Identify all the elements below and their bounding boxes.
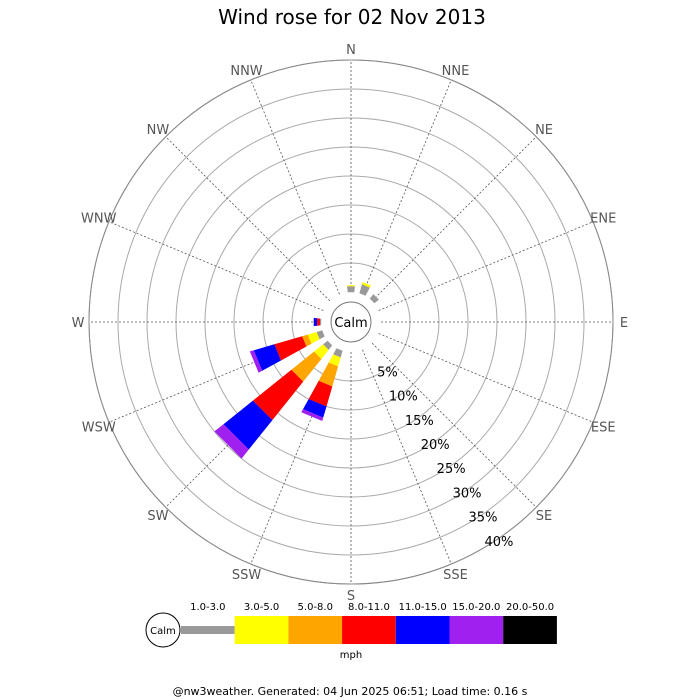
- direction-label-sse: SSE: [443, 568, 468, 583]
- legend-swatch-3: [342, 616, 396, 644]
- direction-label-se: SE: [536, 509, 552, 524]
- grid-spoke: [165, 136, 331, 302]
- ring-label: 25%: [437, 462, 466, 477]
- grid-spoke: [362, 349, 452, 565]
- legend-swatch-5: [449, 616, 504, 644]
- direction-label-ese: ESE: [591, 420, 616, 435]
- petal-nne-bin-0: [359, 284, 370, 296]
- legend-swatch-1: [234, 616, 289, 644]
- petal-w-bin-4: [313, 317, 318, 327]
- ring-label: 15%: [405, 414, 434, 429]
- petal-w-bin-0: [320, 318, 322, 326]
- legend-label-6: 20.0-50.0: [506, 602, 554, 613]
- calm-circle: [330, 301, 372, 343]
- petal-sw-bin-1: [314, 344, 329, 359]
- ring-label: 10%: [389, 390, 418, 405]
- legend-swatch-2: [288, 616, 343, 644]
- petal-wsw-bin-1: [307, 332, 320, 344]
- grid-spoke: [371, 342, 537, 508]
- direction-label-w: W: [72, 316, 85, 331]
- petal-n-bin-1: [346, 285, 356, 287]
- petal-ssw-bin-5: [301, 409, 324, 421]
- footer: @nw3weather. Generated: 04 Jun 2025 06:5…: [173, 685, 528, 698]
- ring-percent-labels: 5% 10% 15% 20% 25% 30% 35% 40%: [377, 365, 513, 550]
- calm-label: Calm: [334, 316, 367, 331]
- grid-spoke: [108, 221, 324, 311]
- speed-legend: Calm 1.0-3.0 3.0-5.0 5.0-8.0 8.0-11.0 11.0-1…: [145, 602, 557, 648]
- legend-label-1: 3.0-5.0: [244, 602, 279, 613]
- grid-outer-ring: [88, 59, 614, 585]
- direction-label-ssw: SSW: [232, 568, 262, 583]
- legend-label-5: 15.0-20.0: [452, 602, 500, 613]
- legend-unit: mph: [340, 650, 362, 661]
- legend-label-4: 11.0-15.0: [399, 602, 447, 613]
- direction-label-sw: SW: [147, 509, 168, 524]
- grid-spoke: [250, 79, 340, 295]
- petal-sw-bin-4: [223, 400, 273, 450]
- petal-ssw-bin-0: [333, 348, 343, 358]
- polar-grid: N NNE NE ENE E ESE SE SSE S SSW SW WSW W WNW NW NNW: [72, 43, 629, 604]
- direction-label-wnw: WNW: [81, 212, 117, 227]
- legend-label-2: 5.0-8.0: [298, 602, 333, 613]
- legend-swatch-4: [395, 616, 450, 644]
- petal-ne-bin-0: [369, 294, 379, 304]
- direction-label-ne: NE: [535, 123, 553, 138]
- legend-calm-label: Calm: [150, 626, 176, 637]
- ring-label: 30%: [453, 486, 482, 501]
- direction-label-s: S: [347, 589, 355, 604]
- direction-label-n: N: [346, 43, 356, 58]
- petal-wsw-bin-4: [253, 344, 281, 371]
- legend-swatch-6: [503, 616, 557, 644]
- ring-label: 20%: [421, 438, 450, 453]
- petal-ssw-bin-2: [318, 362, 339, 387]
- petal-wsw-bin-2: [302, 334, 312, 347]
- legend-calm-circle: [145, 612, 181, 648]
- calm-center: Calm: [330, 301, 372, 343]
- petal-sw-bin-3: [252, 369, 304, 421]
- petal-wsw-bin-0: [316, 330, 325, 340]
- petal-w-bin-3: [317, 318, 320, 326]
- petal-sw-bin-0: [323, 340, 333, 350]
- direction-label-e: E: [620, 316, 628, 331]
- legend-swatch-0: [181, 626, 235, 634]
- petal-ssw-bin-1: [328, 354, 341, 367]
- direction-label-wsw: WSW: [82, 420, 116, 435]
- grid-spoke: [250, 349, 340, 565]
- legend-label-3: 8.0-11.0: [348, 602, 390, 613]
- grid-spoke: [362, 79, 452, 295]
- grid-spoke: [108, 333, 324, 423]
- petal-n-bin-0: [347, 286, 355, 293]
- chart-title: Wind rose for 02 Nov 2013: [218, 5, 486, 29]
- legend-label-0: 1.0-3.0: [190, 602, 225, 613]
- wind-petals: [214, 282, 379, 459]
- petal-ssw-bin-4: [303, 399, 327, 418]
- grid-spoke: [371, 136, 537, 302]
- direction-label-nw: NW: [147, 123, 170, 138]
- petal-sw-bin-5: [214, 424, 249, 459]
- ring-label: 40%: [484, 535, 513, 550]
- petal-nne-bin-1: [362, 282, 371, 288]
- ring-label: 5%: [377, 365, 398, 380]
- petal-wsw-bin-5: [249, 350, 263, 373]
- petal-wsw-bin-3: [274, 336, 307, 361]
- grid-ring: [233, 204, 469, 440]
- petal-ssw-bin-3: [308, 380, 333, 407]
- grid-spoke: [378, 333, 594, 423]
- petal-sw-bin-2: [291, 351, 322, 382]
- direction-label-nne: NNE: [442, 64, 470, 79]
- direction-label-ene: ENE: [590, 212, 616, 227]
- grid-spoke: [378, 221, 594, 311]
- direction-label-nnw: NNW: [230, 64, 262, 79]
- ring-label: 35%: [469, 511, 498, 526]
- grid-ring: [117, 88, 585, 556]
